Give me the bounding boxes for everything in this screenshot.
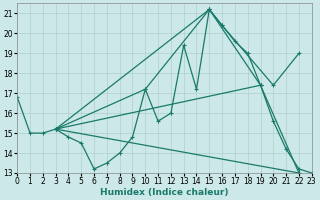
X-axis label: Humidex (Indice chaleur): Humidex (Indice chaleur) <box>100 188 229 197</box>
